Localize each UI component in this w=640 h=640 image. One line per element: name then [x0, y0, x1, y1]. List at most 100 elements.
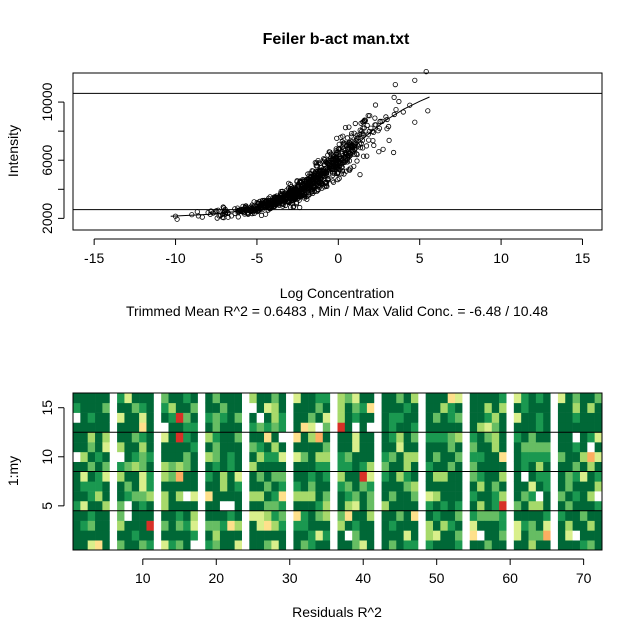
- heatmap-cell: [73, 471, 81, 482]
- scatter-point: [321, 184, 328, 190]
- heatmap-cell: [572, 471, 581, 482]
- heatmap-cell: [462, 500, 471, 512]
- heatmap-cell: [308, 402, 316, 413]
- heatmap-cell: [315, 442, 324, 453]
- heatmap-cell: [109, 471, 118, 482]
- heatmap-cell: [381, 432, 390, 443]
- heatmap-cell: [264, 510, 272, 521]
- heatmap-cell: [594, 432, 603, 443]
- heatmap-cell: [212, 451, 221, 462]
- heatmap-cell: [271, 530, 280, 541]
- heatmap-cell: [433, 422, 441, 433]
- heatmap-cell: [455, 500, 463, 512]
- heatmap-cell: [506, 422, 515, 433]
- heatmap-cell: [366, 540, 375, 551]
- heatmap-cell: [410, 422, 419, 433]
- heatmap-cell: [146, 432, 155, 443]
- heatmap-cell: [484, 422, 493, 433]
- heatmap-cell: [543, 402, 551, 413]
- scatter-point: [354, 152, 360, 158]
- heatmap-cell: [572, 432, 581, 443]
- x-tick-label: 40: [355, 570, 371, 586]
- heatmap-cell: [396, 520, 404, 531]
- heatmap-cell: [315, 412, 324, 423]
- scatter-point: [392, 82, 398, 88]
- scatter-point: [301, 195, 308, 201]
- heatmap-cell: [293, 500, 302, 512]
- heatmap-cell: [73, 461, 81, 472]
- heatmap-cell: [183, 422, 191, 433]
- heatmap-cell: [403, 393, 412, 404]
- heatmap-cell: [579, 432, 588, 443]
- heatmap-cell: [366, 442, 375, 453]
- scatter-point: [322, 168, 328, 174]
- heatmap-cell: [388, 432, 397, 443]
- heatmap-cell: [388, 402, 397, 413]
- heatmap-cell: [477, 500, 485, 512]
- heatmap-cell: [388, 412, 397, 423]
- scatter-point: [333, 150, 339, 156]
- heatmap-cell: [506, 461, 515, 472]
- heatmap-cell: [117, 540, 125, 551]
- heatmap-cell: [124, 402, 133, 413]
- heatmap-cell: [73, 520, 81, 531]
- heatmap-cell: [491, 530, 500, 541]
- heatmap-cell: [315, 530, 324, 541]
- heatmap-cell: [513, 491, 522, 502]
- heatmap-cell: [572, 422, 581, 433]
- scatter-point: [372, 115, 378, 121]
- heatmap-cell: [388, 520, 397, 531]
- heatmap-cell: [330, 451, 338, 462]
- heatmap-cell: [102, 451, 111, 462]
- heatmap-cell: [95, 432, 103, 443]
- heatmap-cell: [587, 461, 595, 472]
- heatmap-cell: [131, 510, 140, 521]
- heatmap-cell: [579, 451, 588, 462]
- heatmap-cell: [587, 510, 595, 521]
- heatmap-cell: [587, 491, 595, 502]
- heatmap-cell: [381, 481, 390, 492]
- heatmap-cell: [455, 451, 463, 462]
- heatmap-cell: [102, 432, 111, 443]
- heatmap-cell: [271, 432, 280, 443]
- heatmap-cell: [205, 412, 213, 423]
- heatmap-cell: [521, 520, 529, 531]
- heatmap-cell: [352, 451, 360, 462]
- heatmap-cell: [278, 530, 287, 541]
- heatmap-cell: [175, 412, 184, 423]
- heatmap-cell: [241, 461, 250, 472]
- heatmap-cell: [205, 530, 213, 541]
- heatmap-cell: [491, 393, 500, 404]
- heatmap-cell: [153, 500, 162, 512]
- heatmap-cell: [300, 461, 309, 472]
- heatmap-cell: [212, 491, 221, 502]
- heatmap-cell: [337, 442, 346, 453]
- heatmap-cell: [124, 491, 133, 502]
- heatmap-cell: [308, 491, 316, 502]
- heatmap-cell: [271, 520, 280, 531]
- heatmap-cell: [102, 481, 111, 492]
- heatmap-cell: [249, 530, 257, 541]
- heatmap-cell: [499, 393, 507, 404]
- heatmap-cell: [565, 422, 573, 433]
- scatter-points: [172, 69, 431, 222]
- heatmap-cell: [462, 540, 471, 551]
- heatmap-cell: [95, 510, 103, 521]
- heatmap-cell: [462, 422, 471, 433]
- scatter-point: [258, 212, 265, 218]
- heatmap-cell: [330, 402, 338, 413]
- heatmap-cell: [183, 442, 191, 453]
- heatmap-cell: [499, 471, 507, 482]
- heatmap-cell: [359, 422, 368, 433]
- heatmap-cell: [146, 442, 155, 453]
- heatmap-cell: [410, 500, 419, 512]
- heatmap-cell: [477, 422, 485, 433]
- heatmap-cell: [440, 402, 449, 413]
- heatmap-frame: [72, 392, 603, 551]
- heatmap-cell: [477, 510, 485, 521]
- heatmap-cell: [87, 500, 96, 512]
- heatmap-cell: [278, 540, 287, 551]
- heatmap-cell: [403, 422, 412, 433]
- heatmap-cell: [73, 412, 81, 423]
- heatmap-cell: [190, 530, 199, 541]
